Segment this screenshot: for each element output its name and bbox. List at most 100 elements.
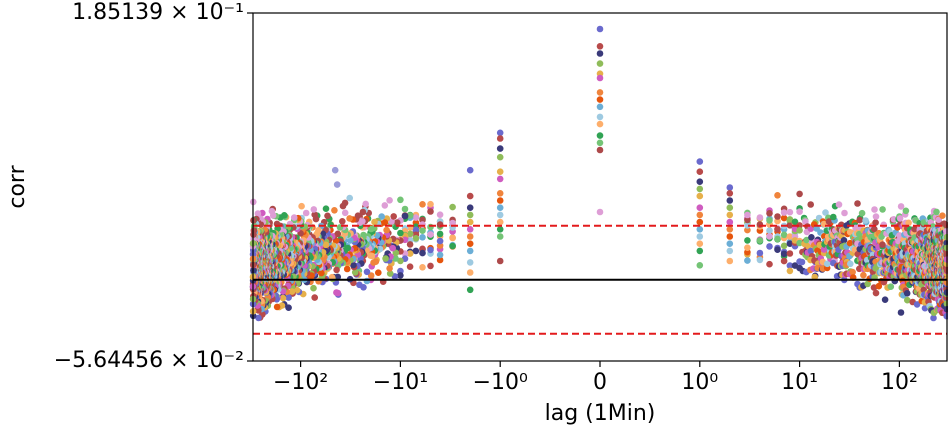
data-point <box>436 230 444 238</box>
data-point <box>786 262 794 269</box>
data-point <box>744 211 751 219</box>
data-point <box>255 314 262 322</box>
data-point <box>786 240 794 247</box>
data-point <box>846 239 854 247</box>
data-point <box>419 249 426 257</box>
data-point <box>331 166 339 174</box>
data-point <box>726 247 734 255</box>
data-point <box>386 197 393 204</box>
data-point <box>412 226 420 234</box>
data-point <box>401 205 409 213</box>
data-point <box>436 211 444 218</box>
data-point <box>696 262 704 269</box>
data-point <box>496 168 504 175</box>
data-point <box>333 181 341 188</box>
data-point <box>496 211 504 219</box>
data-point <box>436 237 444 245</box>
data-point <box>347 237 354 244</box>
data-point <box>427 208 434 215</box>
data-point <box>930 314 937 322</box>
data-point <box>786 222 794 229</box>
y-axis-label: corr <box>5 164 30 208</box>
data-point <box>449 203 456 211</box>
data-point <box>393 219 401 226</box>
data-point <box>808 234 815 241</box>
data-point <box>895 237 902 245</box>
x-axis-label: lag (1Min) <box>545 401 656 426</box>
data-point <box>780 242 788 250</box>
data-points <box>249 25 948 322</box>
data-point <box>780 250 788 258</box>
data-point <box>696 178 704 185</box>
data-point <box>466 211 474 219</box>
data-point <box>872 219 879 226</box>
data-point <box>811 273 818 281</box>
data-point <box>726 226 734 233</box>
data-point <box>298 202 305 210</box>
data-point <box>939 212 946 219</box>
data-point <box>273 303 281 311</box>
data-point <box>840 237 848 244</box>
data-point <box>726 233 734 240</box>
data-point <box>774 192 781 199</box>
data-point <box>796 227 803 234</box>
data-point <box>726 204 734 211</box>
data-point <box>756 237 764 244</box>
data-point <box>436 256 444 264</box>
data-point <box>911 225 918 233</box>
data-point <box>835 201 843 208</box>
data-point <box>406 263 414 271</box>
data-point <box>854 200 861 207</box>
data-point <box>756 214 764 221</box>
data-point <box>496 218 504 226</box>
data-point <box>726 218 734 226</box>
data-point <box>375 269 382 277</box>
data-point <box>496 257 504 265</box>
data-point <box>419 216 426 224</box>
data-point <box>378 213 386 220</box>
data-point <box>726 197 734 204</box>
data-point <box>825 218 833 225</box>
data-point <box>324 212 331 220</box>
data-point <box>333 266 340 274</box>
data-point <box>856 216 863 224</box>
data-point <box>903 290 911 297</box>
data-point <box>449 234 456 242</box>
data-point <box>756 256 764 264</box>
reference-lines <box>253 224 947 335</box>
data-point <box>786 233 794 240</box>
data-point <box>351 269 359 276</box>
data-point <box>363 268 371 276</box>
data-point <box>302 209 310 217</box>
data-point <box>890 216 898 223</box>
data-point <box>802 218 809 225</box>
data-point <box>871 206 878 213</box>
data-point <box>786 208 794 216</box>
data-point <box>311 294 319 301</box>
data-point <box>419 221 426 228</box>
data-point <box>864 280 871 288</box>
data-point <box>796 208 803 215</box>
data-point <box>496 233 504 240</box>
data-point <box>726 211 734 219</box>
data-point <box>350 261 357 269</box>
data-point <box>872 289 880 297</box>
x-tick-label: −10¹ <box>373 370 428 395</box>
data-point <box>310 284 317 292</box>
data-point <box>427 262 434 270</box>
data-point <box>466 269 474 276</box>
data-point <box>849 268 856 276</box>
data-point <box>333 289 340 296</box>
data-point <box>596 139 604 147</box>
data-point <box>496 204 504 211</box>
data-point <box>744 222 751 229</box>
data-point <box>382 255 389 262</box>
data-point <box>496 153 504 161</box>
data-point <box>841 209 848 217</box>
data-point <box>756 221 764 228</box>
data-point <box>774 246 781 253</box>
data-point <box>285 294 292 301</box>
data-point <box>756 249 764 257</box>
data-point <box>696 185 704 193</box>
